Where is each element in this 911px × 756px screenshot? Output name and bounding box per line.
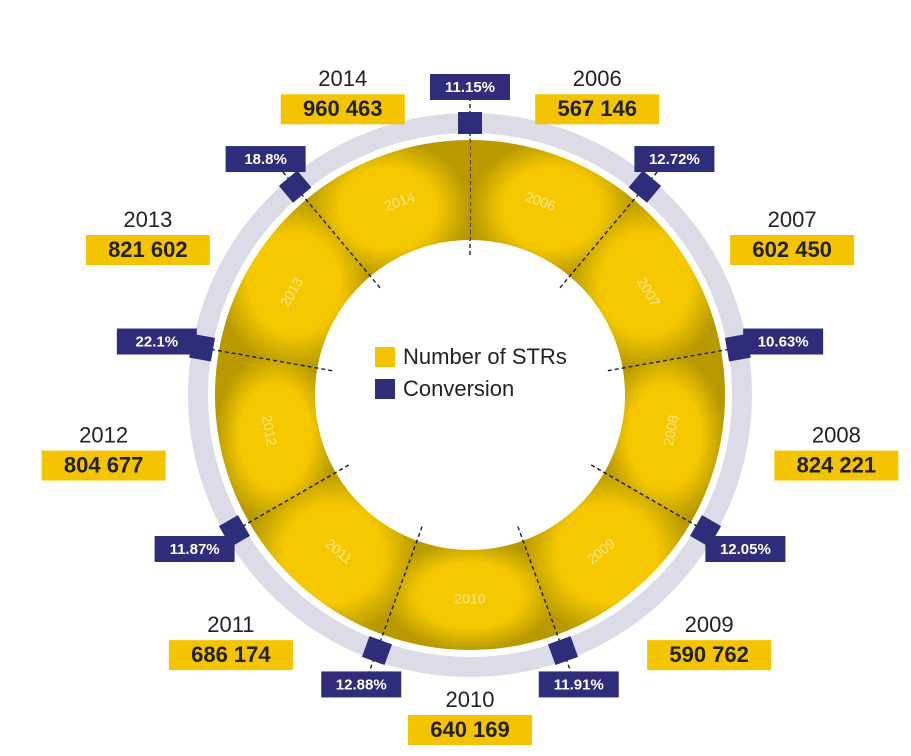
conversion-box xyxy=(634,146,715,173)
number-label: 590 762 xyxy=(669,642,749,667)
conversion-box xyxy=(538,671,619,698)
conversion-box xyxy=(154,536,235,562)
number-box xyxy=(408,715,532,745)
year-label: 2009 xyxy=(685,612,734,637)
segment xyxy=(306,140,470,277)
conversion-box xyxy=(225,146,306,173)
segment xyxy=(523,472,691,635)
conversion-label: 11.87% xyxy=(170,541,220,558)
number-label: 640 169 xyxy=(430,717,510,742)
conversion-label: 18.8% xyxy=(244,151,287,168)
number-box xyxy=(280,94,405,125)
conversion-label: 22.1% xyxy=(136,333,179,350)
number-box xyxy=(85,235,210,265)
segment xyxy=(604,350,725,523)
year-label: 2007 xyxy=(768,207,817,232)
segment xyxy=(249,472,417,635)
conversion-marker xyxy=(547,636,579,666)
year-label: 2013 xyxy=(123,207,172,232)
conversion-marker xyxy=(628,170,662,203)
conversion-box xyxy=(430,74,510,100)
number-box xyxy=(647,640,772,671)
year-label: 2006 xyxy=(573,66,622,91)
segment-year: 2008 xyxy=(660,413,681,447)
legend-label: Conversion xyxy=(403,376,514,401)
year-label: 2012 xyxy=(79,422,128,447)
divider xyxy=(517,526,580,694)
conversion-label: 12.88% xyxy=(336,676,387,693)
divider xyxy=(360,526,423,694)
divider xyxy=(265,151,381,289)
number-label: 686 174 xyxy=(191,642,271,667)
legend-swatch xyxy=(375,379,395,399)
conversion-box xyxy=(116,328,197,355)
segment xyxy=(569,199,722,369)
segment xyxy=(470,140,634,277)
segment xyxy=(382,540,558,651)
conversion-marker xyxy=(361,636,393,666)
conversion-label: 11.15% xyxy=(445,79,495,96)
conversion-label: 11.91% xyxy=(554,676,604,693)
year-label: 2011 xyxy=(207,612,254,637)
conversion-marker xyxy=(458,112,482,134)
segment xyxy=(215,350,336,523)
number-box xyxy=(774,450,899,481)
segment-year: 2012 xyxy=(259,414,280,448)
number-label: 602 450 xyxy=(752,237,832,262)
year-label: 2014 xyxy=(318,66,367,91)
conversion-marker xyxy=(278,170,312,203)
conversion-box xyxy=(705,536,786,562)
year-label: 2008 xyxy=(812,422,861,447)
legend-label: Number of STRs xyxy=(403,344,567,369)
segment xyxy=(218,199,371,369)
conversion-box xyxy=(321,671,402,698)
legend-swatch xyxy=(375,347,395,367)
number-box xyxy=(535,94,660,125)
number-label: 960 463 xyxy=(303,96,383,121)
number-box xyxy=(730,235,855,265)
segment-year: 2010 xyxy=(454,591,485,607)
number-label: 804 677 xyxy=(64,452,144,477)
number-box xyxy=(168,640,293,671)
divider xyxy=(559,151,675,289)
conversion-box xyxy=(743,328,824,355)
number-label: 567 146 xyxy=(557,96,637,121)
number-box xyxy=(41,450,166,481)
conversion-label: 12.05% xyxy=(720,541,771,558)
year-label: 2010 xyxy=(446,687,495,712)
conversion-label: 10.63% xyxy=(758,333,809,350)
conversion-label: 12.72% xyxy=(649,151,700,168)
number-label: 821 602 xyxy=(108,237,188,262)
number-label: 824 221 xyxy=(797,452,877,477)
